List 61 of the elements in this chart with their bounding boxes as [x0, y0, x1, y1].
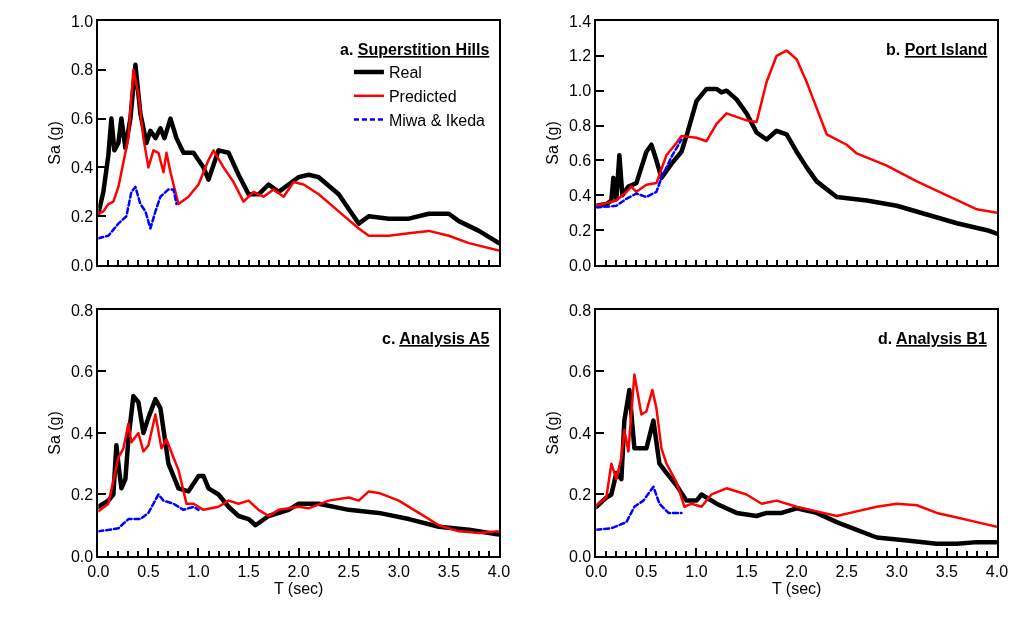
y-tick-label: 0.2	[568, 486, 592, 504]
y-tick-label: 0.0	[568, 256, 592, 274]
x-tick-label: 2.5	[337, 563, 360, 581]
x-tick-label: 2.5	[835, 563, 858, 581]
x-tick-label: 1.0	[685, 563, 708, 581]
x-tick-label: 4.0	[985, 563, 1009, 581]
y-tick-label: 0.6	[70, 110, 94, 128]
y-tick-label: 0.6	[568, 363, 592, 381]
x-tick-label: 3.0	[387, 563, 411, 581]
x-tick-label: 0.0	[585, 563, 608, 581]
x-tick-label: 1.5	[237, 563, 260, 581]
y-tick-label: 0.8	[70, 61, 94, 79]
legend-label: Real	[388, 64, 422, 82]
text: a. Superstition Hills	[340, 41, 490, 58]
x-tick-label: 4.0	[487, 563, 511, 581]
y-axis-title: Sa (g)	[544, 121, 562, 165]
y-tick-label: 0.2	[70, 486, 94, 504]
text: b. Port Island	[886, 41, 988, 58]
y-tick-label: 1.0	[568, 82, 592, 100]
x-tick-label: 3.0	[885, 563, 908, 581]
y-tick-label: 0.4	[70, 159, 94, 177]
x-tick-label: 2.0	[287, 563, 310, 581]
line-series	[98, 413, 499, 535]
x-tick-label: 0.5	[635, 563, 658, 581]
line-series	[596, 138, 683, 209]
x-tick-label: 1.0	[187, 563, 210, 581]
y-tick-label: 0.2	[70, 207, 94, 225]
y-tick-label: 0.4	[70, 424, 94, 442]
legend-label: Predicted	[388, 88, 457, 106]
y-tick-label: 1.2	[568, 47, 592, 65]
x-axis-title: T (sec)	[771, 580, 822, 598]
y-tick-label: 0.0	[568, 547, 592, 565]
line-series	[98, 185, 178, 240]
y-tick-label: 1.0	[70, 12, 94, 30]
x-tick-label: 0.5	[137, 563, 160, 581]
y-axis-title: Sa (g)	[46, 121, 64, 165]
y-tick-label: 0.4	[568, 186, 592, 204]
y-axis-title: Sa (g)	[46, 411, 64, 455]
x-tick-label: 3.5	[437, 563, 461, 581]
line-series	[98, 493, 200, 533]
y-tick-label: 0.8	[568, 301, 592, 319]
legend-label: Miwa & Ikeda	[388, 111, 486, 129]
y-tick-label: 0.0	[70, 547, 94, 565]
x-tick-label: 0.0	[87, 563, 110, 581]
y-tick-label: 0.6	[70, 363, 94, 381]
y-tick-label: 1.4	[568, 12, 592, 30]
x-tick-label: 2.0	[785, 563, 808, 581]
y-tick-label: 0.2	[568, 221, 592, 239]
y-tick-label: 0.4	[568, 424, 592, 442]
y-tick-label: 0.6	[568, 152, 592, 170]
y-axis-title: Sa (g)	[544, 411, 562, 455]
line-series	[596, 485, 683, 532]
line-series	[596, 373, 997, 528]
y-tick-label: 0.0	[70, 256, 94, 274]
text: c. Analysis A5	[382, 330, 490, 347]
x-axis-title: T (sec)	[273, 580, 324, 598]
y-tick-label: 0.8	[70, 301, 94, 319]
y-tick-label: 0.8	[568, 117, 592, 135]
text: d. Analysis B1	[878, 330, 987, 347]
x-tick-label: 3.5	[935, 563, 959, 581]
x-tick-label: 1.5	[735, 563, 758, 581]
